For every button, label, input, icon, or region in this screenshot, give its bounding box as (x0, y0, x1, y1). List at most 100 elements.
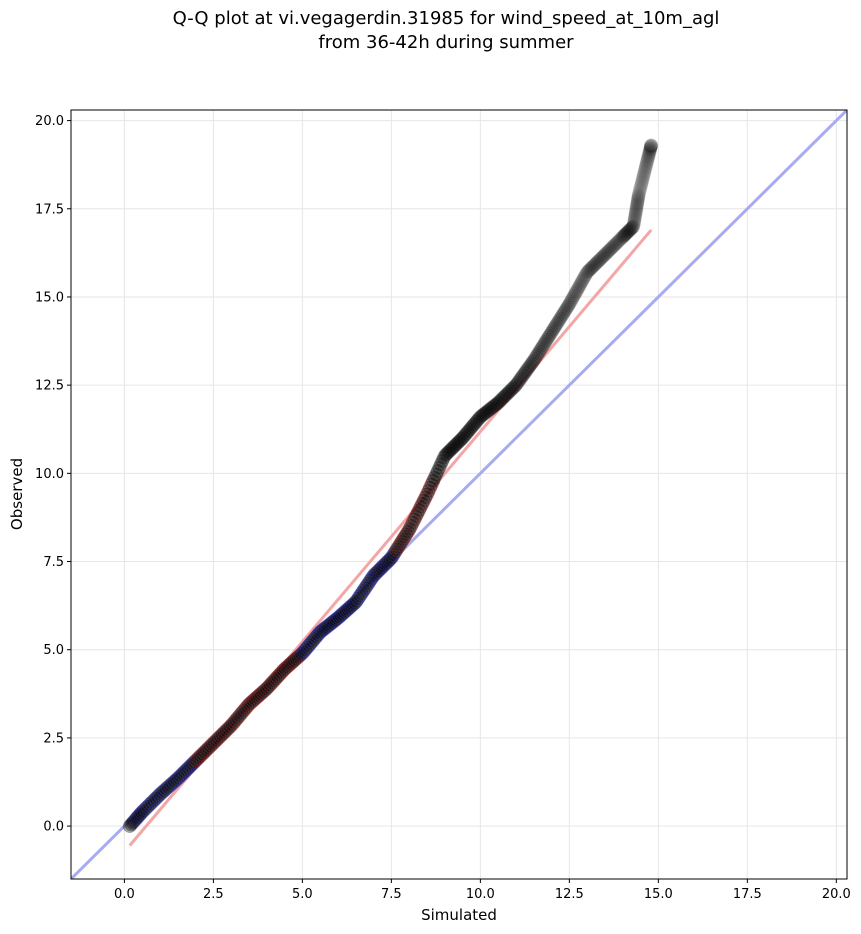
qq-point (642, 144, 657, 159)
qq-point (642, 145, 657, 160)
qq-point (593, 252, 608, 267)
qq-point (487, 398, 502, 413)
chart-title: Q-Q plot at vi.vegagerdin.31985 for wind… (173, 8, 720, 29)
qq-point (535, 340, 550, 355)
qq-point (526, 353, 541, 368)
qq-point (441, 445, 456, 460)
qq-point (505, 381, 520, 396)
qq-point (574, 274, 589, 289)
qq-point (450, 436, 465, 451)
qq-point (628, 209, 643, 224)
y-tick-label: 20.0 (35, 114, 64, 129)
qq-point (523, 357, 538, 372)
x-tick-label: 12.5 (555, 887, 584, 902)
qq-point (489, 397, 504, 412)
qq-point (639, 158, 654, 173)
reference-line (71, 110, 847, 879)
qq-point (530, 348, 545, 363)
qq-point (628, 208, 643, 223)
qq-point (547, 320, 562, 335)
qq-point (618, 227, 633, 242)
y-tick-label: 7.5 (43, 555, 64, 570)
qq-point (536, 338, 551, 353)
qq-point (490, 396, 505, 411)
qq-point (573, 276, 588, 291)
qq-point (559, 302, 574, 317)
y-tick-label: 5.0 (43, 643, 64, 658)
qq-point (560, 300, 575, 315)
qq-point (465, 419, 480, 434)
qq-point (463, 421, 478, 436)
qq-point (611, 234, 626, 249)
qq-point (584, 261, 599, 276)
qq-point (451, 434, 466, 449)
qq-point (606, 239, 621, 254)
qq-point (616, 228, 631, 243)
qq-point (622, 223, 637, 238)
qq-point (577, 269, 592, 284)
qq-point (627, 214, 642, 229)
plot-frame (70, 109, 848, 880)
qq-point (442, 443, 457, 458)
qq-point (621, 224, 636, 239)
qq-point (453, 433, 468, 448)
qq-point (478, 406, 493, 421)
qq-point (554, 309, 569, 324)
qq-point (629, 202, 644, 217)
qq-point (629, 198, 644, 213)
qq-point (585, 260, 600, 275)
qq-point (480, 403, 495, 418)
qq-point (640, 151, 655, 166)
qq-point (498, 388, 513, 403)
qq-point (521, 361, 536, 376)
qq-point (634, 175, 649, 190)
qq-point (563, 294, 578, 309)
qq-point (432, 460, 447, 475)
qq-point (615, 229, 630, 244)
qq-point (640, 154, 655, 169)
qq-point (634, 178, 649, 193)
qq-point (497, 389, 512, 404)
qq-point (564, 292, 579, 307)
qq-point (632, 182, 647, 197)
qq-point (614, 231, 629, 246)
qq-point (548, 318, 563, 333)
qq-point (522, 359, 537, 374)
qq-point (610, 234, 625, 249)
qq-point (540, 332, 555, 347)
qq-point (546, 322, 561, 337)
qq-point (571, 280, 586, 295)
qq-point (628, 204, 643, 219)
qq-point (630, 195, 645, 210)
qq-point (592, 253, 607, 268)
qq-point (430, 464, 445, 479)
qq-point (576, 271, 591, 286)
x-tick-label: 5.0 (292, 887, 313, 902)
qq-point (473, 409, 488, 424)
qq-point (438, 448, 453, 463)
qq-point (627, 212, 642, 227)
qq-point (469, 414, 484, 429)
qq-point (643, 139, 658, 154)
qq-point (582, 263, 597, 278)
qq-point (556, 305, 571, 320)
qq-point (587, 258, 602, 273)
qq-point (570, 282, 585, 297)
qq-point (476, 407, 491, 422)
qq-point (638, 159, 653, 174)
qq-point (468, 416, 483, 431)
qq-point (509, 377, 524, 392)
qq-point (544, 324, 559, 339)
qq-point (435, 454, 450, 469)
qq-point (635, 173, 650, 188)
qq-point (429, 467, 444, 482)
x-tick-label: 2.5 (203, 887, 224, 902)
qq-point (644, 138, 659, 153)
qq-point (518, 364, 533, 379)
y-tick-label: 17.5 (35, 202, 64, 217)
qq-point (528, 350, 543, 365)
qq-point (624, 220, 639, 235)
qq-point (493, 393, 508, 408)
y-axis-label: Observed (8, 458, 26, 530)
